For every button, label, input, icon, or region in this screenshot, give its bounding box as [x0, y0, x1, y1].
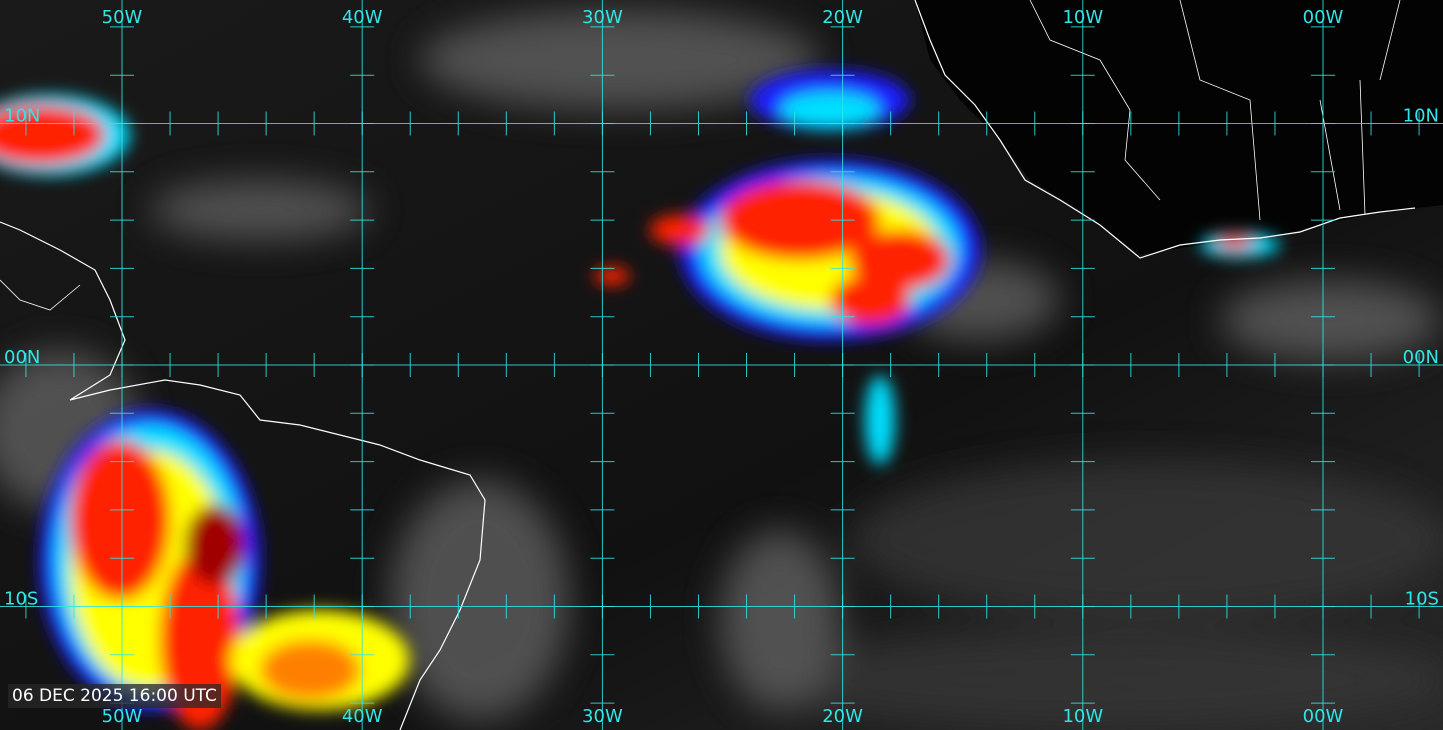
longitude-label-bottom: 50W: [102, 706, 143, 727]
convection-clouds: [0, 70, 1280, 730]
longitude-label-top: 20W: [822, 7, 863, 28]
latitude-label-left: 00N: [4, 347, 40, 368]
longitude-label-bottom: 40W: [342, 706, 383, 727]
longitude-label-bottom: 10W: [1062, 706, 1103, 727]
longitude-label-top: 30W: [582, 7, 623, 28]
latitude-label-right: 10N: [1403, 106, 1439, 127]
latitude-label-left: 10S: [4, 589, 38, 610]
longitude-label-top: 00W: [1303, 7, 1344, 28]
longitude-label-top: 50W: [102, 7, 143, 28]
latitude-label-right: 10S: [1405, 589, 1439, 610]
longitude-label-top: 10W: [1062, 7, 1103, 28]
border-guiana: [0, 279, 81, 311]
longitude-label-bottom: 30W: [582, 706, 623, 727]
longitude-label-bottom: 20W: [822, 706, 863, 727]
latitude-label-right: 00N: [1403, 347, 1439, 368]
timestamp-label: 06 DEC 2025 16:00 UTC: [8, 684, 221, 708]
longitude-label-bottom: 00W: [1303, 706, 1344, 727]
south-america-coastline: [0, 221, 486, 730]
longitude-label-top: 40W: [342, 7, 383, 28]
africa-coastline: [914, 0, 1416, 259]
country-borders: [1029, 0, 1401, 221]
latitude-label-left: 10N: [4, 106, 40, 127]
